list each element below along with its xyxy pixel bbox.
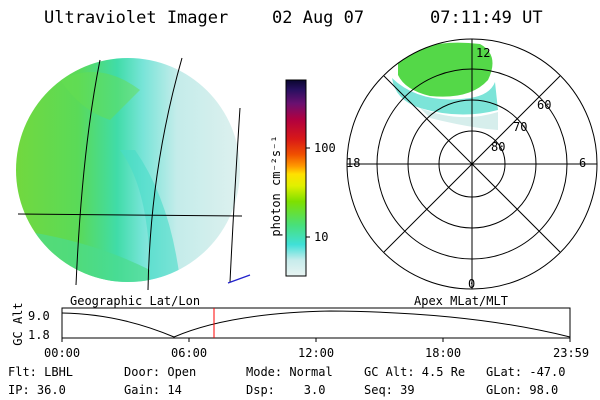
image-date: 02 Aug 07 — [272, 8, 365, 28]
alt-tick-9: 9.0 — [28, 309, 50, 323]
polar-grid — [346, 38, 598, 290]
glat-info: GLat: -47.0 — [486, 365, 566, 379]
colorbar-tick-10: 10 — [314, 230, 329, 244]
mlt-label-18: 18 — [346, 156, 361, 170]
time-tick-0000: 00:00 — [44, 346, 81, 360]
mode-info: Mode: Normal — [246, 365, 333, 379]
image-time: 07:11:49 UT — [430, 8, 543, 28]
mlt-label-6: 6 — [579, 156, 587, 170]
seq-info: Seq: 39 — [364, 383, 415, 397]
colorbar-tick-100: 100 — [314, 141, 336, 155]
filter-info: Flt: LBHL — [8, 365, 74, 379]
colorbar-unit-label: photon cm⁻²s⁻¹ — [269, 135, 283, 237]
lat-label-70: 70 — [513, 120, 528, 134]
alt-axis-title: GC Alt — [11, 302, 25, 346]
dsp-info: Dsp: 3.0 — [246, 383, 326, 397]
geographic-image — [16, 58, 240, 282]
mlt-label-0: 0 — [468, 277, 476, 291]
door-info: Door: Open — [124, 365, 197, 379]
gain-info: Gain: 14 — [124, 383, 182, 397]
time-tick-0600: 06:00 — [171, 346, 208, 360]
glon-info: GLon: 98.0 — [486, 383, 559, 397]
satellite-track — [227, 274, 251, 284]
altitude-plot — [61, 307, 571, 342]
time-tick-1800: 18:00 — [425, 346, 462, 360]
time-tick-1200: 12:00 — [298, 346, 335, 360]
ip-info: IP: 36.0 — [8, 383, 66, 397]
time-tick-2359: 23:59 — [553, 346, 590, 360]
alt-tick-1-8: 1.8 — [28, 328, 50, 342]
lat-label-60: 60 — [537, 98, 552, 112]
colorbar — [285, 79, 310, 277]
mlt-label-12: 12 — [476, 46, 491, 60]
polar-panel-label: Apex MLat/MLT — [414, 294, 508, 308]
geo-panel-label: Geographic Lat/Lon — [70, 294, 201, 308]
gc-alt-info: GC Alt: 4.5 Re — [364, 365, 466, 379]
lat-label-80: 80 — [491, 140, 506, 154]
geographic-grid — [17, 57, 243, 291]
instrument-title: Ultraviolet Imager — [44, 8, 229, 28]
